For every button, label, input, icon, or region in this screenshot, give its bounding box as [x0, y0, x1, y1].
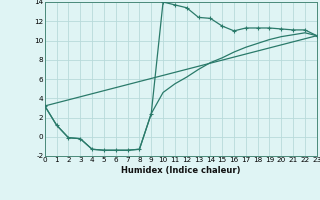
- X-axis label: Humidex (Indice chaleur): Humidex (Indice chaleur): [121, 166, 241, 175]
